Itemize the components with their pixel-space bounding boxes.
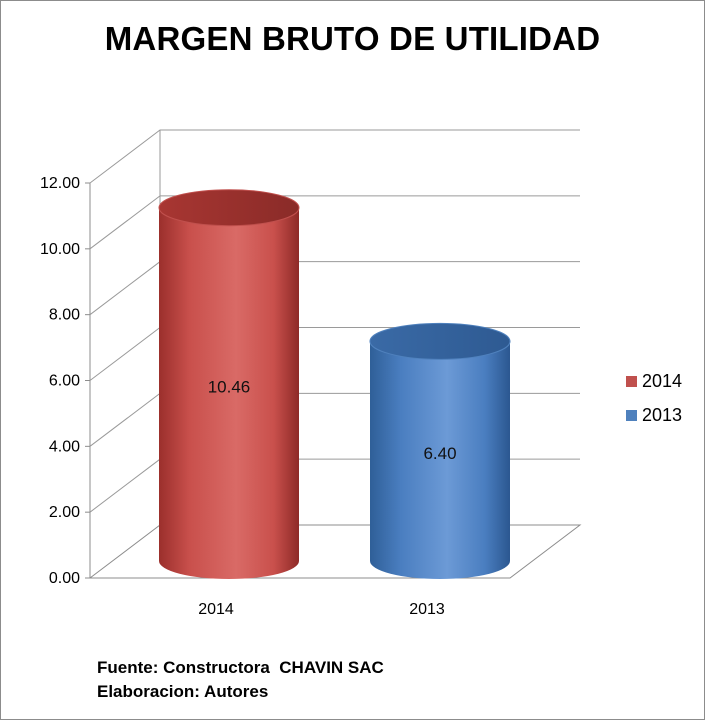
y-tick-label: 2.00 bbox=[49, 504, 80, 521]
legend-label-2014: 2014 bbox=[642, 370, 683, 391]
x-tick-label-2014: 2014 bbox=[198, 601, 234, 618]
legend: 2014 2013 bbox=[626, 364, 682, 432]
y-tick-label: 0.00 bbox=[49, 570, 80, 587]
y-tick-label: 8.00 bbox=[49, 307, 80, 324]
x-tick-label-2013: 2013 bbox=[409, 601, 445, 618]
bar-2013-top bbox=[369, 322, 511, 360]
gridline bbox=[89, 195, 580, 250]
y-tick-label: 6.00 bbox=[49, 373, 80, 390]
bar-2013: 6.40 bbox=[369, 322, 511, 579]
legend-item-2014: 2014 bbox=[626, 364, 682, 398]
x-axis: 2014 2013 bbox=[198, 601, 445, 618]
data-label-2013: 6.40 bbox=[423, 444, 456, 463]
footer-notes: Fuente: Constructora CHAVIN SAC Elaborac… bbox=[97, 656, 384, 704]
bar-2014-body bbox=[159, 207, 299, 580]
data-label-2014: 10.46 bbox=[208, 377, 251, 396]
legend-label-2013: 2013 bbox=[642, 404, 683, 425]
author-note: Elaboracion: Autores bbox=[97, 682, 269, 701]
legend-swatch-2014 bbox=[626, 375, 637, 387]
y-tick-label: 12.00 bbox=[40, 175, 80, 192]
bar-group: 10.46 6.40 bbox=[158, 189, 511, 580]
y-axis: 0.00 2.00 4.00 6.00 8.00 10.00 12.00 bbox=[40, 175, 90, 587]
legend-swatch-2013 bbox=[626, 409, 637, 421]
y-tick-label: 10.00 bbox=[40, 241, 80, 258]
bar-2013-body bbox=[370, 341, 510, 579]
source-note: Fuente: Constructora CHAVIN SAC bbox=[97, 658, 384, 677]
chart-title: MARGEN BRUTO DE UTILIDAD bbox=[104, 20, 601, 57]
gridline bbox=[89, 129, 580, 184]
bar-2014: 10.46 bbox=[158, 189, 300, 580]
y-tick-label: 4.00 bbox=[49, 438, 80, 455]
bar-2014-top bbox=[158, 189, 300, 227]
legend-item-2013: 2013 bbox=[626, 398, 682, 432]
